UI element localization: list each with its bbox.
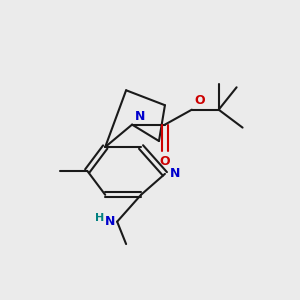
Text: N: N: [135, 110, 146, 123]
Text: O: O: [160, 155, 170, 168]
Text: N: N: [170, 167, 181, 180]
Text: H: H: [95, 213, 105, 223]
Text: N: N: [105, 215, 116, 228]
Text: O: O: [194, 94, 205, 107]
